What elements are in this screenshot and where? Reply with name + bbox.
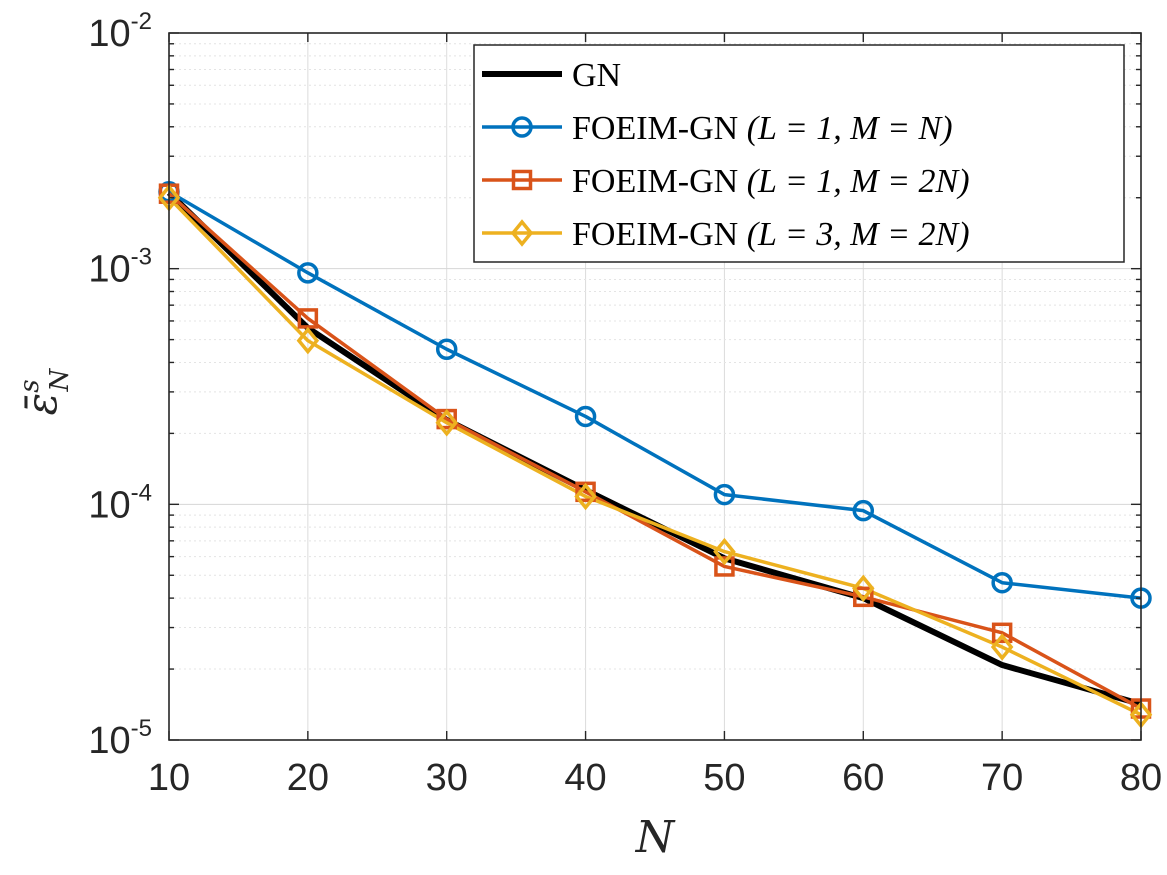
- legend-marker-2: [511, 169, 533, 191]
- legend-label-3: FOEIM-GN (L = 3, M = 2N): [572, 216, 970, 253]
- legend-label-text: FOEIM-GN: [572, 163, 747, 200]
- x-tick-label: 80: [1120, 757, 1162, 799]
- data-point-series-3: [713, 537, 736, 566]
- y-axis-title-subscript: N: [45, 367, 75, 392]
- axes-box: [168, 32, 1142, 741]
- x-tick-label: 70: [981, 757, 1023, 799]
- legend-label-text: FOEIM-GN: [572, 110, 747, 147]
- legend-box: [473, 44, 1125, 263]
- legend-label-text: FOEIM-GN: [572, 216, 747, 253]
- data-point-series-1: [297, 262, 319, 284]
- x-tick-label: 10: [148, 757, 190, 799]
- series-lines: [166, 190, 1142, 717]
- x-axis-title: N: [635, 812, 676, 863]
- ticks: [168, 32, 1142, 741]
- legend-marker-1: [511, 116, 533, 138]
- y-axis-title: ε̄sN: [15, 367, 75, 415]
- series-line-3: [167, 196, 1142, 717]
- series-line-1: [168, 190, 1142, 600]
- x-tick-labels: 10 20 30 40 50 60 70 80: [148, 757, 1162, 799]
- data-point-series-3: [574, 482, 597, 511]
- data-point-series-1: [435, 338, 458, 361]
- y-tick-label-base: 10: [88, 720, 130, 762]
- data-point-series-3: [990, 633, 1014, 661]
- data-point-series-2: [991, 622, 1013, 644]
- legend-label-math: (L = 1, M = N): [747, 110, 953, 147]
- x-tick-label: 20: [287, 757, 329, 799]
- x-tick-label: 30: [426, 757, 468, 799]
- y-axis-title-base: ε̄: [17, 393, 66, 416]
- x-tick-label: 50: [703, 757, 745, 799]
- y-tick-labels: 10-210-310-410-5: [88, 8, 152, 762]
- data-point-series-1: [713, 483, 736, 506]
- y-tick-label-base: 10: [88, 484, 130, 526]
- data-point-series-1: [574, 405, 597, 428]
- data-point-series-2: [714, 556, 735, 577]
- y-tick-label-exponent: -4: [131, 479, 152, 506]
- y-tick-label-exponent: -5: [131, 715, 152, 742]
- legend-label-math: (L = 1, M = 2N): [747, 163, 970, 200]
- legend-label-math: (L = 3, M = 2N): [747, 216, 970, 253]
- data-point-series-2: [853, 586, 874, 608]
- legend-label-1: FOEIM-GN (L = 1, M = N): [572, 110, 953, 147]
- legend-label-2: FOEIM-GN (L = 1, M = 2N): [572, 163, 970, 200]
- x-tick-label: 40: [564, 757, 606, 799]
- y-tick-label: 10-5: [88, 715, 152, 762]
- data-point-series-3: [296, 326, 320, 355]
- data-point-series-1: [991, 571, 1013, 594]
- data-point-series-3: [435, 408, 458, 437]
- y-tick-label-base: 10: [88, 13, 130, 55]
- svg-text:ε̄sN: ε̄sN: [15, 367, 75, 415]
- legend-label-text: GN: [572, 57, 621, 94]
- y-tick-label: 10-3: [88, 244, 152, 291]
- y-tick-label-base: 10: [88, 249, 130, 291]
- y-tick-label: 10-2: [88, 8, 152, 55]
- series-line-2: [167, 192, 1142, 711]
- axis-frame: [168, 32, 1142, 741]
- y-tick-label-exponent: -3: [131, 244, 152, 271]
- y-axis-title-superscript: s: [15, 379, 45, 392]
- data-point-series-3: [852, 574, 875, 603]
- x-tick-label: 60: [842, 757, 884, 799]
- y-tick-label-exponent: -2: [131, 8, 152, 35]
- data-point-series-1: [852, 499, 875, 522]
- y-tick-label: 10-4: [88, 479, 152, 526]
- legend-marker-3: [510, 219, 534, 247]
- legend-label-0: GN: [572, 57, 621, 94]
